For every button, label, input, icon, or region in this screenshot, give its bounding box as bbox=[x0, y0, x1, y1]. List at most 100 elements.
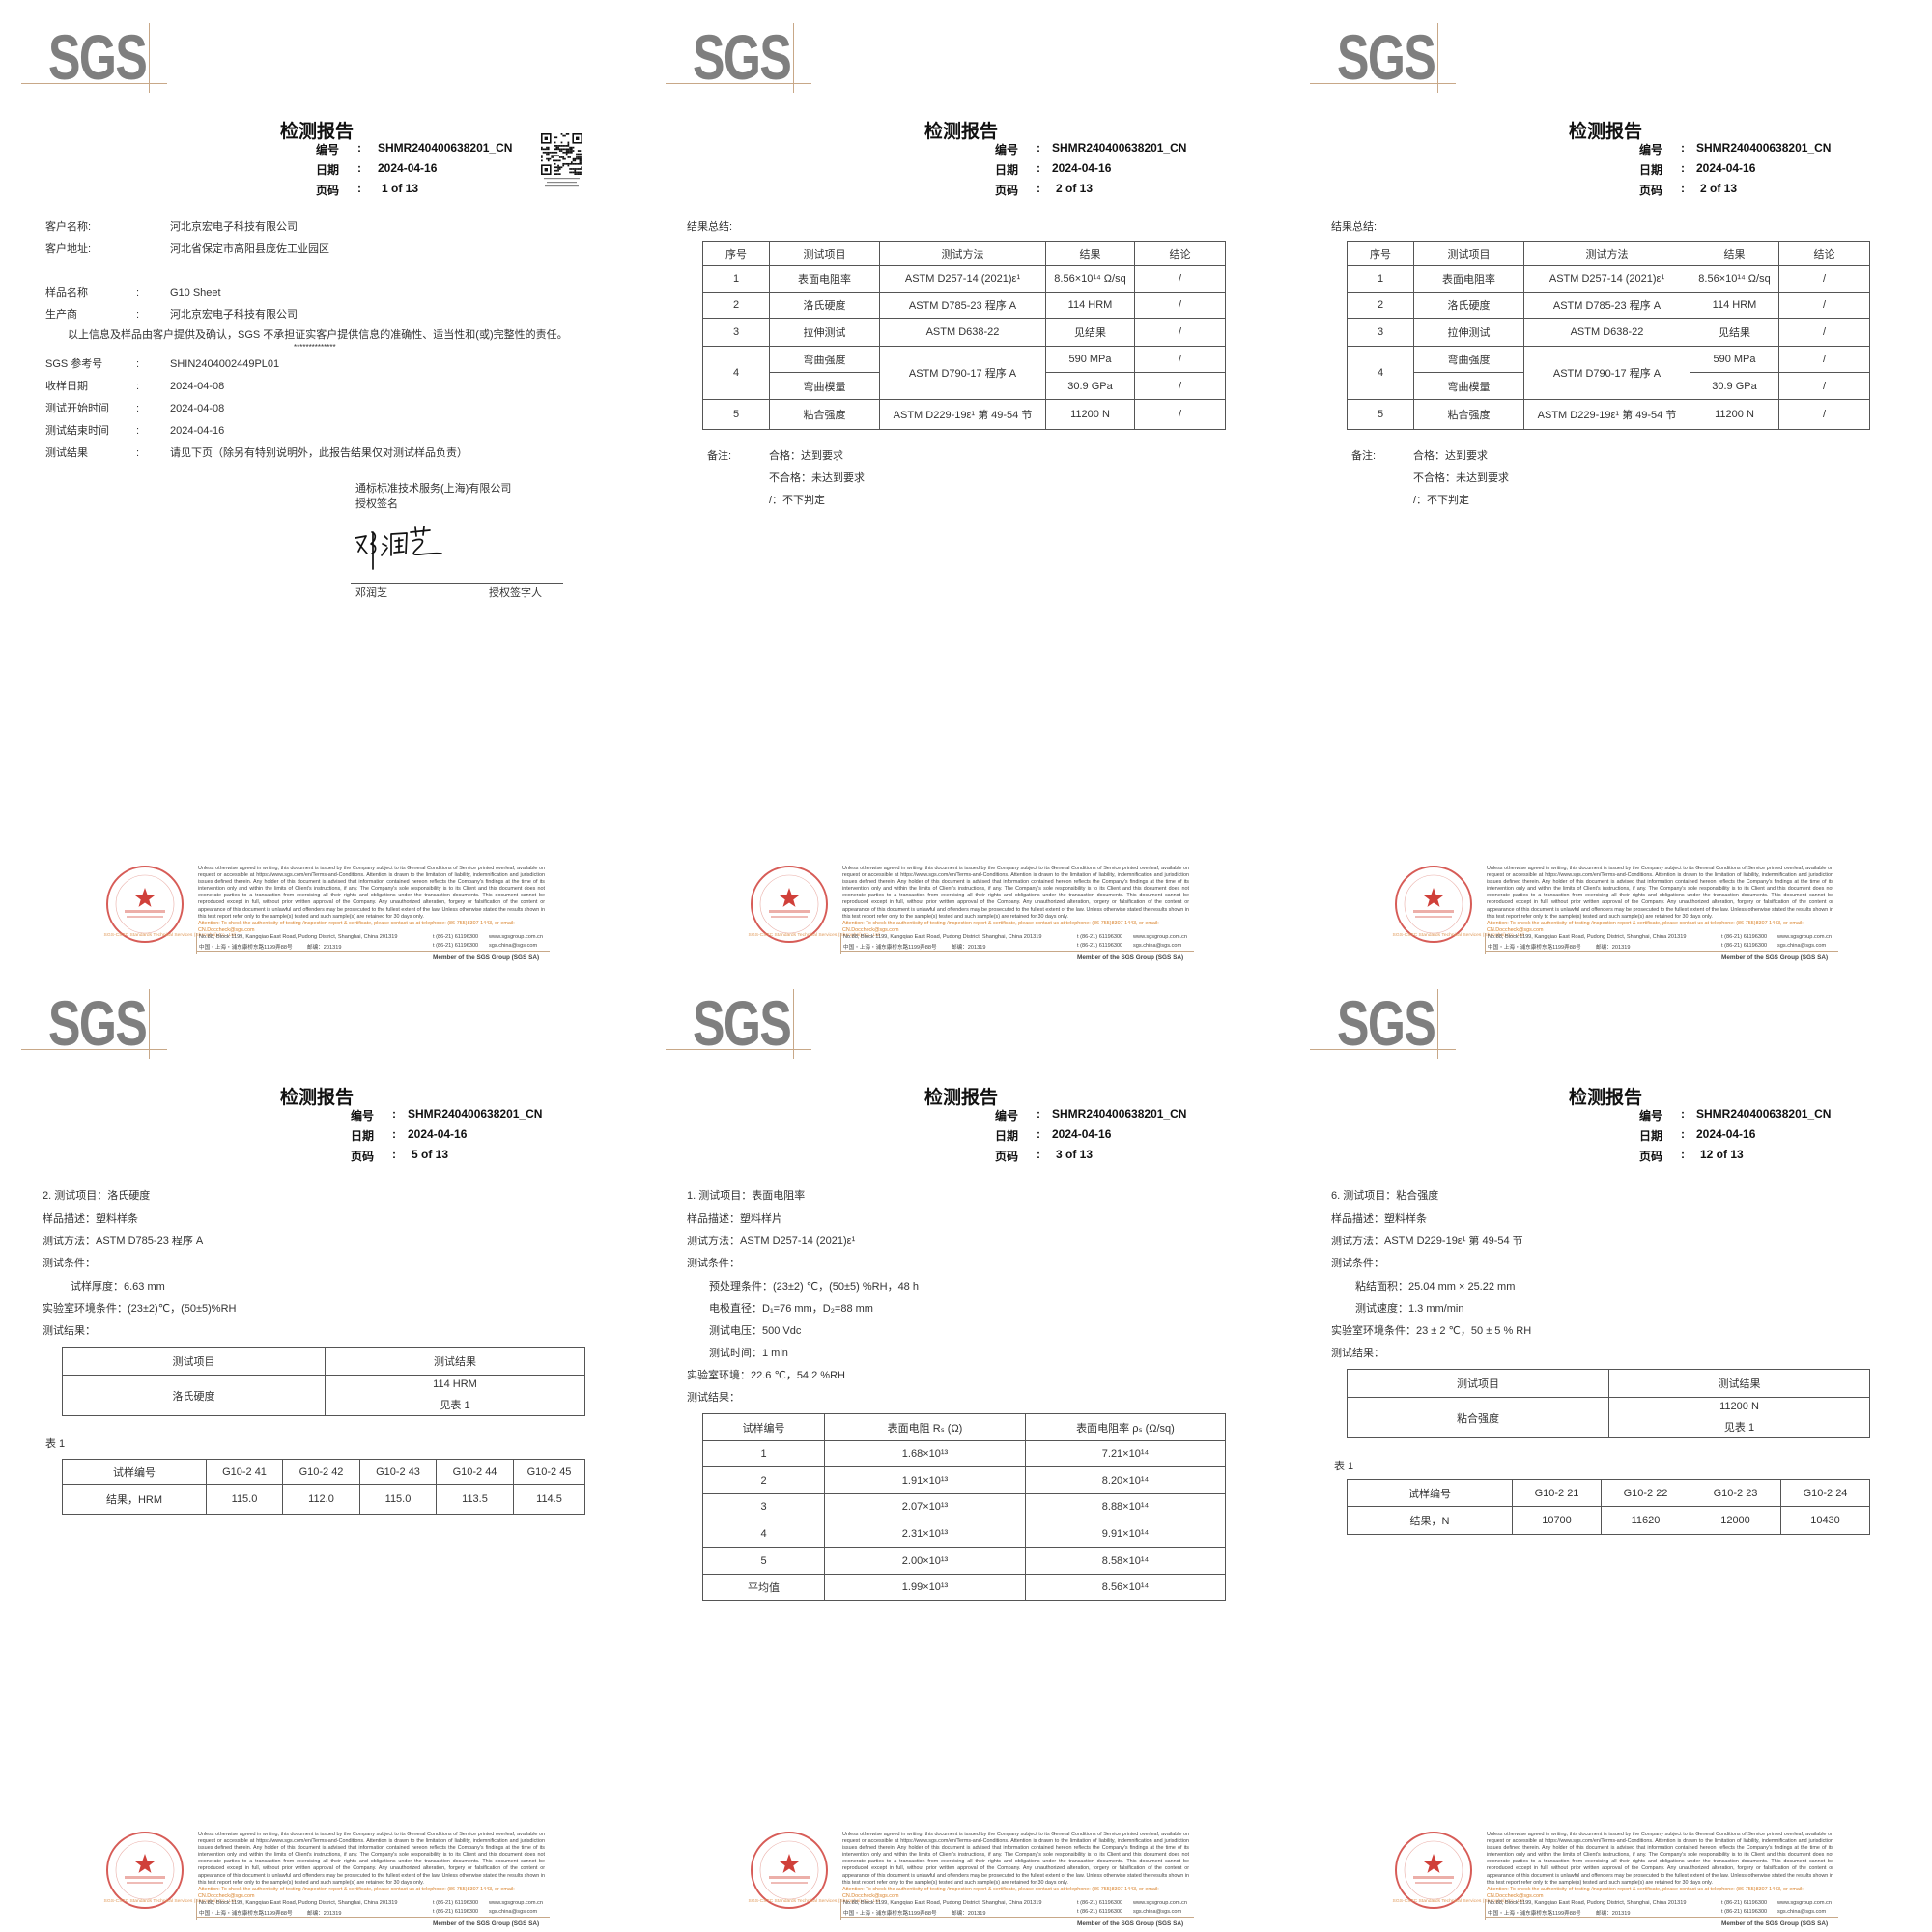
colon: : bbox=[1681, 182, 1685, 195]
authenticity-notice: Attention: To check the authenticity of … bbox=[1487, 1887, 1804, 1899]
footer-rule bbox=[196, 951, 550, 952]
summary-cell: 30.9 GPa bbox=[1045, 372, 1135, 400]
logo-rule-horizontal bbox=[1310, 83, 1456, 84]
summary-cell: 5 bbox=[1347, 399, 1414, 430]
result-value: 11200 N 见表 1 bbox=[1608, 1397, 1870, 1438]
report-page: SGS 检测报告 编号: SHMR240400638201_CN 日期:2024-04-… bbox=[644, 0, 1289, 966]
column-header: 测试项目 bbox=[769, 242, 880, 266]
colon: : bbox=[357, 182, 361, 195]
specimen-value: 115.0 bbox=[206, 1484, 283, 1515]
resistivity-cell: 8.58×10¹⁴ bbox=[1025, 1547, 1226, 1575]
specimen-value: 114.5 bbox=[513, 1484, 585, 1515]
cell-text: / bbox=[1822, 272, 1827, 285]
cell-text: 1.68×10¹³ bbox=[901, 1448, 949, 1460]
colon: : bbox=[1037, 1127, 1040, 1141]
column-header: 表面电阻 Rₛ (Ω) bbox=[824, 1413, 1026, 1441]
notes-label: 备注: bbox=[1351, 450, 1377, 462]
section-line: 样品描述：塑料样条 bbox=[1331, 1213, 1427, 1225]
phone-2: t (86-21) 61196300 bbox=[1077, 943, 1123, 949]
summary-cell: ASTM D638-22 bbox=[879, 318, 1046, 347]
cell-text: G10-2 45 bbox=[526, 1465, 572, 1478]
report-number-label: 编号 bbox=[316, 143, 340, 156]
address-en: No.88, Block 1199, Kangqiao East Road, P… bbox=[843, 934, 1042, 940]
summary-cell: 弯曲强度 bbox=[769, 346, 880, 373]
colon: : bbox=[1037, 161, 1040, 175]
cell-text: G10-2 23 bbox=[1713, 1487, 1758, 1499]
cell-text: 11620 bbox=[1631, 1515, 1661, 1526]
phone-2: t (86-21) 61196300 bbox=[433, 1909, 479, 1915]
colon: : bbox=[392, 1127, 396, 1141]
footer-rule bbox=[840, 951, 1194, 952]
phone-2: t (86-21) 61196300 bbox=[1077, 1909, 1123, 1915]
specimen-id: G10-2 43 bbox=[359, 1459, 437, 1485]
summary-cell: 114 HRM bbox=[1690, 292, 1779, 319]
colon: : bbox=[392, 1148, 396, 1161]
logo-rule-horizontal bbox=[666, 83, 811, 84]
logo-rule-horizontal bbox=[1310, 1049, 1456, 1050]
address-en: No.88, Block 1199, Kangqiao East Road, P… bbox=[199, 1900, 398, 1906]
address-en: No.88, Block 1199, Kangqiao East Road, P… bbox=[199, 934, 398, 940]
sgs-member-note: Member of the SGS Group (SGS SA) bbox=[1721, 1920, 1829, 1927]
email: sgs.china@sgs.com bbox=[1133, 1909, 1182, 1915]
cell-text: 112.0 bbox=[308, 1493, 334, 1505]
cell-text: ASTM D638-22 bbox=[925, 327, 1000, 338]
summary-cell: 11200 N bbox=[1045, 399, 1135, 430]
cell-text: 11200 N bbox=[1715, 409, 1754, 420]
resistivity-cell: 1.68×10¹³ bbox=[824, 1440, 1026, 1467]
report-number-value: SHMR240400638201_CN bbox=[1696, 141, 1832, 155]
report-title: 检测报告 bbox=[1568, 122, 1643, 142]
inspection-stamp bbox=[750, 865, 831, 951]
summary-cell: ASTM D785-23 程序 A bbox=[1523, 292, 1690, 319]
summary-cell: 11200 N bbox=[1690, 399, 1779, 430]
specimen-id: G10-2 22 bbox=[1601, 1479, 1690, 1507]
summary-cell: / bbox=[1134, 265, 1226, 293]
cell-text: 表面电阻 Rₛ (Ω) bbox=[887, 1422, 963, 1435]
cell-text: ASTM D785-23 程序 A bbox=[908, 300, 1017, 312]
sgs-member-note: Member of the SGS Group (SGS SA) bbox=[1077, 954, 1184, 961]
report-number-value: SHMR240400638201_CN bbox=[1052, 141, 1187, 155]
summary-cell: 洛氏硬度 bbox=[1413, 292, 1524, 319]
stamp-caption: SGS-CSTC Standards Technical Services (S… bbox=[748, 932, 880, 938]
colon: : bbox=[357, 161, 361, 175]
footer-rule-vertical bbox=[196, 933, 197, 954]
section-line: 测试时间：1 min bbox=[709, 1348, 788, 1359]
resistivity-cell: 2.00×10¹³ bbox=[824, 1547, 1026, 1575]
cell-text: 拉伸测试 bbox=[803, 327, 846, 339]
cell-text: 5 bbox=[760, 1554, 767, 1567]
row-header: 试样编号 bbox=[62, 1459, 207, 1485]
resistivity-cell: 2 bbox=[702, 1466, 825, 1494]
summary-cell: 弯曲模量 bbox=[1413, 372, 1524, 400]
note-item: 不合格：未达到要求 bbox=[769, 472, 865, 484]
section-line: 实验室环境条件：23 ± 2 ℃，50 ± 5 % RH bbox=[1331, 1325, 1532, 1337]
logo-rule-horizontal bbox=[21, 83, 167, 84]
colon: : bbox=[1037, 182, 1040, 195]
phone-1: t (86-21) 61196300 bbox=[433, 1900, 479, 1906]
cell-text: 115.0 bbox=[384, 1493, 412, 1505]
cell-text: 1 bbox=[732, 272, 740, 285]
resistivity-cell: 平均值 bbox=[702, 1574, 825, 1601]
report-number-value: SHMR240400638201_CN bbox=[1696, 1107, 1832, 1121]
column-header: 序号 bbox=[702, 242, 770, 266]
summary-cell: 5 bbox=[702, 399, 770, 430]
cell-text: 114 HRM bbox=[1067, 299, 1113, 311]
summary-cell: 1 bbox=[702, 265, 770, 293]
website: www.sgsgroup.com.cn bbox=[1777, 934, 1832, 940]
resistivity-cell: 2.31×10¹³ bbox=[824, 1520, 1026, 1548]
authenticity-notice: Attention: To check the authenticity of … bbox=[198, 921, 515, 933]
address-cn: 中国・上海・浦东康桥东路1199弄88号 bbox=[843, 945, 937, 951]
cell-text: 测试项目 bbox=[803, 248, 846, 261]
cell-text: 粘合强度 bbox=[1447, 410, 1491, 421]
field-label: 样品名称 bbox=[45, 287, 88, 298]
sgs-logo: SGS bbox=[693, 21, 792, 93]
inspection-stamp bbox=[750, 1831, 831, 1917]
report-page: SGS 检测报告 编号: SHMR240400638201_CN 日期:2024-04-… bbox=[644, 966, 1289, 1932]
cell-text: / bbox=[1178, 409, 1182, 420]
colon: : bbox=[1037, 141, 1040, 155]
cell-text: 590 MPa bbox=[1068, 354, 1112, 365]
colon: : bbox=[1681, 1127, 1685, 1141]
cell-text: 见表 1 bbox=[440, 1400, 470, 1411]
summary-cell: ASTM D257-14 (2021)ε¹ bbox=[1523, 265, 1690, 293]
resistivity-cell: 2.07×10¹³ bbox=[824, 1493, 1026, 1520]
postcode: 邮编：201319 bbox=[1596, 1911, 1631, 1917]
report-number-value: SHMR240400638201_CN bbox=[1052, 1107, 1187, 1121]
